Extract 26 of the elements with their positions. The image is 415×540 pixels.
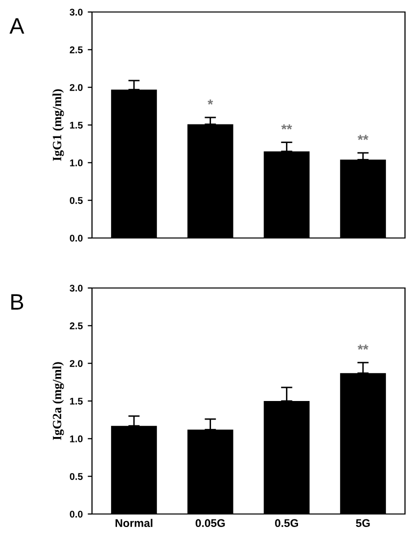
- x-tick-label: Normal: [116, 518, 152, 528]
- y-tick-label: 1.0: [70, 159, 83, 166]
- y-axis-title: IgG2a (mg/ml): [52, 362, 64, 440]
- x-tick-label: 5G: [356, 519, 370, 528]
- y-tick-label: 3.0: [70, 284, 83, 292]
- x-tick-label: 0.05G: [196, 519, 225, 528]
- y-tick-label: 1.0: [70, 435, 83, 442]
- y-tick-label: 0.0: [70, 234, 83, 242]
- annotation: **: [358, 344, 368, 350]
- chart-title: B: [11, 294, 24, 310]
- y-tick-label: 0.0: [70, 510, 83, 518]
- y-tick-label: 2.5: [70, 46, 83, 54]
- y-tick-label: 2.0: [70, 360, 83, 367]
- annotation: *: [208, 99, 214, 105]
- y-tick-label: 2.0: [70, 84, 83, 91]
- y-tick-label: 1.5: [70, 122, 83, 129]
- y-axis-title: IgG1 (mg/ml): [52, 89, 64, 161]
- annotation: **: [281, 124, 292, 130]
- y-tick-label: 2.5: [70, 322, 83, 330]
- chart-title: A: [10, 18, 24, 34]
- y-tick-label: 0.5: [70, 197, 83, 204]
- x-tick-label: 0.5G: [275, 519, 298, 528]
- annotation: **: [358, 134, 368, 140]
- y-tick-label: 1.5: [70, 398, 83, 405]
- y-tick-label: 0.5: [70, 473, 83, 480]
- y-tick-label: 3.0: [70, 8, 83, 16]
